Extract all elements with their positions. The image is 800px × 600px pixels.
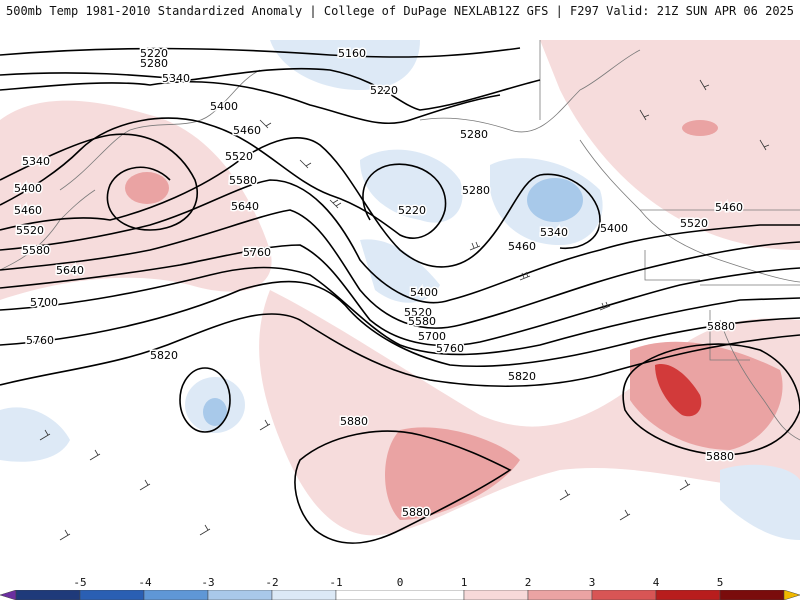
model-run-info: 12Z GFS | F297 Valid: 21Z SUN APR 06 202… <box>497 4 794 18</box>
colorbar-segment <box>719 590 785 600</box>
contour-label: 5820 <box>150 349 178 362</box>
contour-label: 5280 <box>140 57 168 70</box>
contour-label: 5640 <box>56 264 84 277</box>
contour-labels: 5160 5220 5220 5220 5280 5280 5280 5340 … <box>13 46 745 521</box>
colorbar-label: 1 <box>460 576 468 589</box>
contour-label: 5760 <box>26 334 54 347</box>
warm-anomaly-low-center <box>125 172 169 204</box>
geographic-borders <box>0 40 800 441</box>
colorbar-label: 3 <box>588 576 596 589</box>
colorbar-strip <box>0 590 800 600</box>
strong-warm-anomaly <box>655 364 702 417</box>
contour-label: 5460 <box>14 204 42 217</box>
colorbar-label: -1 <box>329 576 343 589</box>
anomaly-shading <box>0 40 800 540</box>
colorbar-segment <box>527 590 593 600</box>
colorbar-label: 5 <box>716 576 724 589</box>
colorbar-label: -3 <box>201 576 215 589</box>
contour-label: 5520 <box>404 306 432 319</box>
wind-barbs <box>39 79 770 541</box>
contour-label: 5220 <box>370 84 398 97</box>
map-title: 500mb Temp 1981-2010 Standardized Anomal… <box>6 4 498 18</box>
warm-anomaly-canada <box>540 40 800 250</box>
contour-label: 5580 <box>229 174 257 187</box>
contour-label: 5580 <box>22 244 50 257</box>
contour-label: 5820 <box>508 370 536 383</box>
colorbar-label: -4 <box>138 576 152 589</box>
contour-label: 5520 <box>680 217 708 230</box>
contour-label: 5520 <box>16 224 44 237</box>
contour-label: 5160 <box>338 47 366 60</box>
contour-5880-central <box>294 430 512 544</box>
colorbar-label: 0 <box>396 576 404 589</box>
contour-label: 5760 <box>436 342 464 355</box>
colorbar-segment <box>143 590 209 600</box>
contour-label: 5880 <box>707 320 735 333</box>
colorbar-segment <box>591 590 657 600</box>
contour-label: 5700 <box>418 330 446 343</box>
contour-label: 5880 <box>340 415 368 428</box>
contour-label: 5760 <box>243 246 271 259</box>
contour-label: 5280 <box>462 184 490 197</box>
colorbar-right-arrow <box>783 590 800 600</box>
contour-label: 5400 <box>410 286 438 299</box>
colorbar-label: 2 <box>524 576 532 589</box>
contour-label: 5580 <box>408 315 436 328</box>
colorbar-segment <box>15 590 81 600</box>
contour-label: 5520 <box>225 150 253 163</box>
contour-label: 5340 <box>540 226 568 239</box>
height-contours <box>0 47 800 544</box>
contour-label: 5280 <box>460 128 488 141</box>
colorbar-label: -2 <box>265 576 279 589</box>
anomaly-colorbar: -5 -4 -3 -2 -1 0 1 2 3 4 5 <box>0 576 800 600</box>
contour-label: 5460 <box>715 201 743 214</box>
contour-label: 5400 <box>14 182 42 195</box>
colorbar-segment <box>463 590 529 600</box>
colorbar-segment <box>271 590 337 600</box>
contour-label: 5700 <box>30 296 58 309</box>
contour-label: 5460 <box>233 124 261 137</box>
contour-label: 5880 <box>706 450 734 463</box>
contour-label: 5460 <box>508 240 536 253</box>
colorbar-segment <box>335 590 465 600</box>
contour-label: 5640 <box>231 200 259 213</box>
colorbar-segment <box>79 590 145 600</box>
contour-closed-high <box>179 367 231 433</box>
contour-label: 5400 <box>600 222 628 235</box>
colorbar-segment <box>655 590 721 600</box>
colorbar-segment <box>207 590 273 600</box>
contour-label: 5340 <box>22 155 50 168</box>
cool-anomaly-alaska <box>270 40 420 90</box>
contour-label: 5340 <box>162 72 190 85</box>
cool-anomaly-core <box>527 178 583 222</box>
map-title-bar: 500mb Temp 1981-2010 Standardized Anomal… <box>0 0 800 20</box>
contour-5880-east <box>622 343 800 456</box>
contour-label: 5220 <box>140 47 168 60</box>
contour-label: 5400 <box>210 100 238 113</box>
anomaly-map: 5160 5220 5220 5220 5280 5280 5280 5340 … <box>0 20 800 576</box>
cool-anomaly-gulf-of-alaska <box>360 149 463 223</box>
contour-label: 5880 <box>402 506 430 519</box>
contour-label: 5220 <box>398 204 426 217</box>
colorbar-label: 4 <box>652 576 660 589</box>
colorbar-label: -5 <box>73 576 87 589</box>
colorbar-left-arrow <box>0 590 17 600</box>
